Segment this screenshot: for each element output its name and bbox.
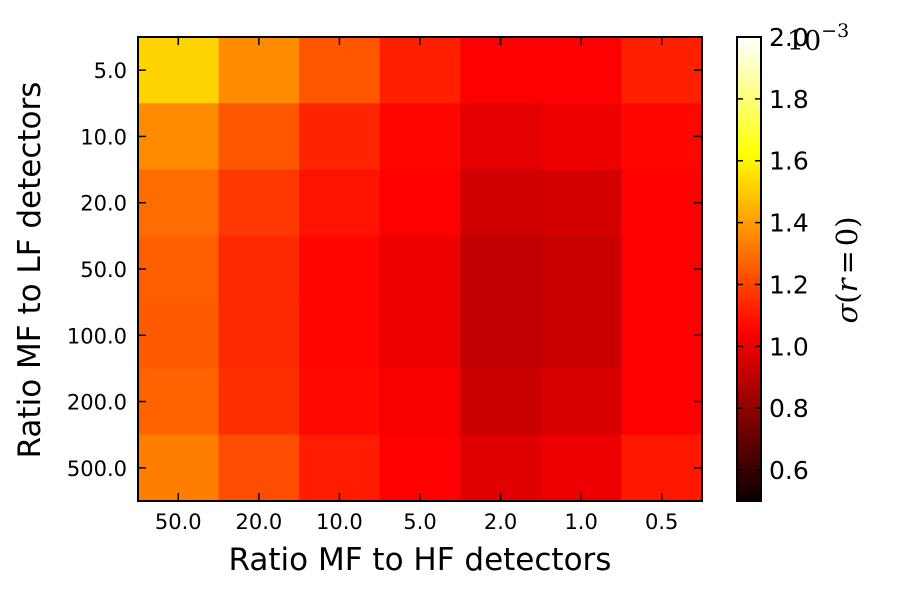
y-axis-label: Ratio MF to LF detectors <box>12 82 48 459</box>
heatmap-cell <box>299 434 381 502</box>
heatmap-cell <box>540 368 622 436</box>
y-tick-label: 100.0 <box>67 324 127 348</box>
heatmap-cell <box>379 169 461 237</box>
colorbar-label-var: r <box>830 276 864 292</box>
heatmap-cell <box>218 302 300 369</box>
x-tick-label: 10.0 <box>316 510 363 534</box>
heatmap-cell <box>138 302 220 369</box>
heatmap-cell <box>540 37 622 104</box>
y-tick-label: 10.0 <box>80 125 127 149</box>
heatmap-cell <box>460 169 542 237</box>
heatmap-cell <box>379 302 461 369</box>
colorbar-label: σ(r=0) <box>830 216 864 323</box>
heatmap-cell <box>540 235 622 303</box>
heatmap-cell <box>299 235 381 303</box>
heatmap-cell <box>379 434 461 502</box>
y-tick-label: 5.0 <box>94 59 127 83</box>
heatmap-cell <box>379 103 461 171</box>
heatmap-cell <box>299 302 381 369</box>
heatmap-cell <box>621 169 703 237</box>
heatmap-cell <box>460 37 542 104</box>
colorbar-label-func: σ <box>830 303 864 324</box>
heatmap-cell <box>379 368 461 436</box>
heatmap-cell <box>218 368 300 436</box>
heatmap-cell <box>218 434 300 502</box>
axis-ticks <box>138 37 702 501</box>
heatmap-cell <box>138 434 220 502</box>
heatmap-cell <box>540 434 622 502</box>
x-axis-label: Ratio MF to HF detectors <box>229 542 612 578</box>
heatmap-cell <box>621 37 703 104</box>
colorbar-tick-label: 0.8 <box>769 394 809 423</box>
y-tick-labels: 5.0 10.0 20.0 50.0 100.0 200.0 500.0 <box>67 59 127 481</box>
heatmap-cell <box>379 37 461 104</box>
heatmap-cell <box>460 302 542 369</box>
colorbar-ticks: 0.6 0.8 1.0 1.2 1.4 1.6 1.8 2.0 <box>737 23 809 485</box>
heatmap-cell <box>218 37 300 104</box>
colorbar-frame <box>736 36 762 502</box>
colorbar-tick-label: 0.6 <box>769 456 809 485</box>
heatmap-cell <box>138 169 220 237</box>
x-tick-label: 5.0 <box>403 510 436 534</box>
heatmap-cell <box>540 103 622 171</box>
y-tick-label: 500.0 <box>67 457 127 481</box>
heatmap-cell <box>138 235 220 303</box>
heatmap-cell <box>379 235 461 303</box>
heatmap-cell <box>138 37 220 104</box>
heatmap-cell <box>621 302 703 369</box>
heatmap-cell <box>299 103 381 171</box>
heatmap-cells <box>138 37 703 502</box>
colorbar-tick-label: 1.0 <box>769 332 809 361</box>
colorbar-tick-label: 1.8 <box>769 85 809 114</box>
colorbar-label-eq: = <box>830 250 864 274</box>
x-tick-label: 2.0 <box>484 510 517 534</box>
colorbar-tick-label: 1.6 <box>769 147 809 176</box>
x-tick-label: 20.0 <box>235 510 282 534</box>
y-tick-label: 20.0 <box>80 192 127 216</box>
x-tick-labels: 50.0 20.0 10.0 5.0 2.0 1.0 0.5 <box>155 510 679 534</box>
heatmap-cell <box>299 37 381 104</box>
heatmap-cell <box>540 169 622 237</box>
heatmap-cell <box>621 103 703 171</box>
colorbar-multiplier: 10−3 <box>787 20 849 57</box>
y-tick-label: 200.0 <box>67 391 127 415</box>
heatmap-cell <box>299 169 381 237</box>
y-tick-label: 50.0 <box>80 258 127 282</box>
x-tick-label: 50.0 <box>155 510 202 534</box>
colorbar-multiplier-exponent: −3 <box>821 20 849 42</box>
heatmap-cell <box>621 434 703 502</box>
colorbar-tick-label: 2.0 <box>769 23 809 52</box>
heatmap-cell <box>218 235 300 303</box>
heatmap-cell <box>460 368 542 436</box>
heatmap-cell <box>460 235 542 303</box>
colorbar-label-zero: 0 <box>830 228 864 246</box>
x-tick-label: 0.5 <box>645 510 678 534</box>
heatmap-cell <box>621 235 703 303</box>
heatmap-cell <box>540 302 622 369</box>
heatmap-cell <box>138 103 220 171</box>
colorbar-multiplier-base: 10 <box>787 26 821 57</box>
heatmap-cell <box>218 103 300 171</box>
colorbar <box>737 37 761 501</box>
heatmap-cell <box>460 434 542 502</box>
heatmap-cell <box>621 368 703 436</box>
heatmap-cell <box>218 169 300 237</box>
colorbar-tick-label: 1.2 <box>769 270 809 299</box>
heatmap-cell <box>299 368 381 436</box>
colorbar-tick-label: 1.4 <box>769 209 809 238</box>
heatmap-cell <box>460 103 542 171</box>
x-tick-label: 1.0 <box>564 510 597 534</box>
heatmap-cell <box>138 368 220 436</box>
